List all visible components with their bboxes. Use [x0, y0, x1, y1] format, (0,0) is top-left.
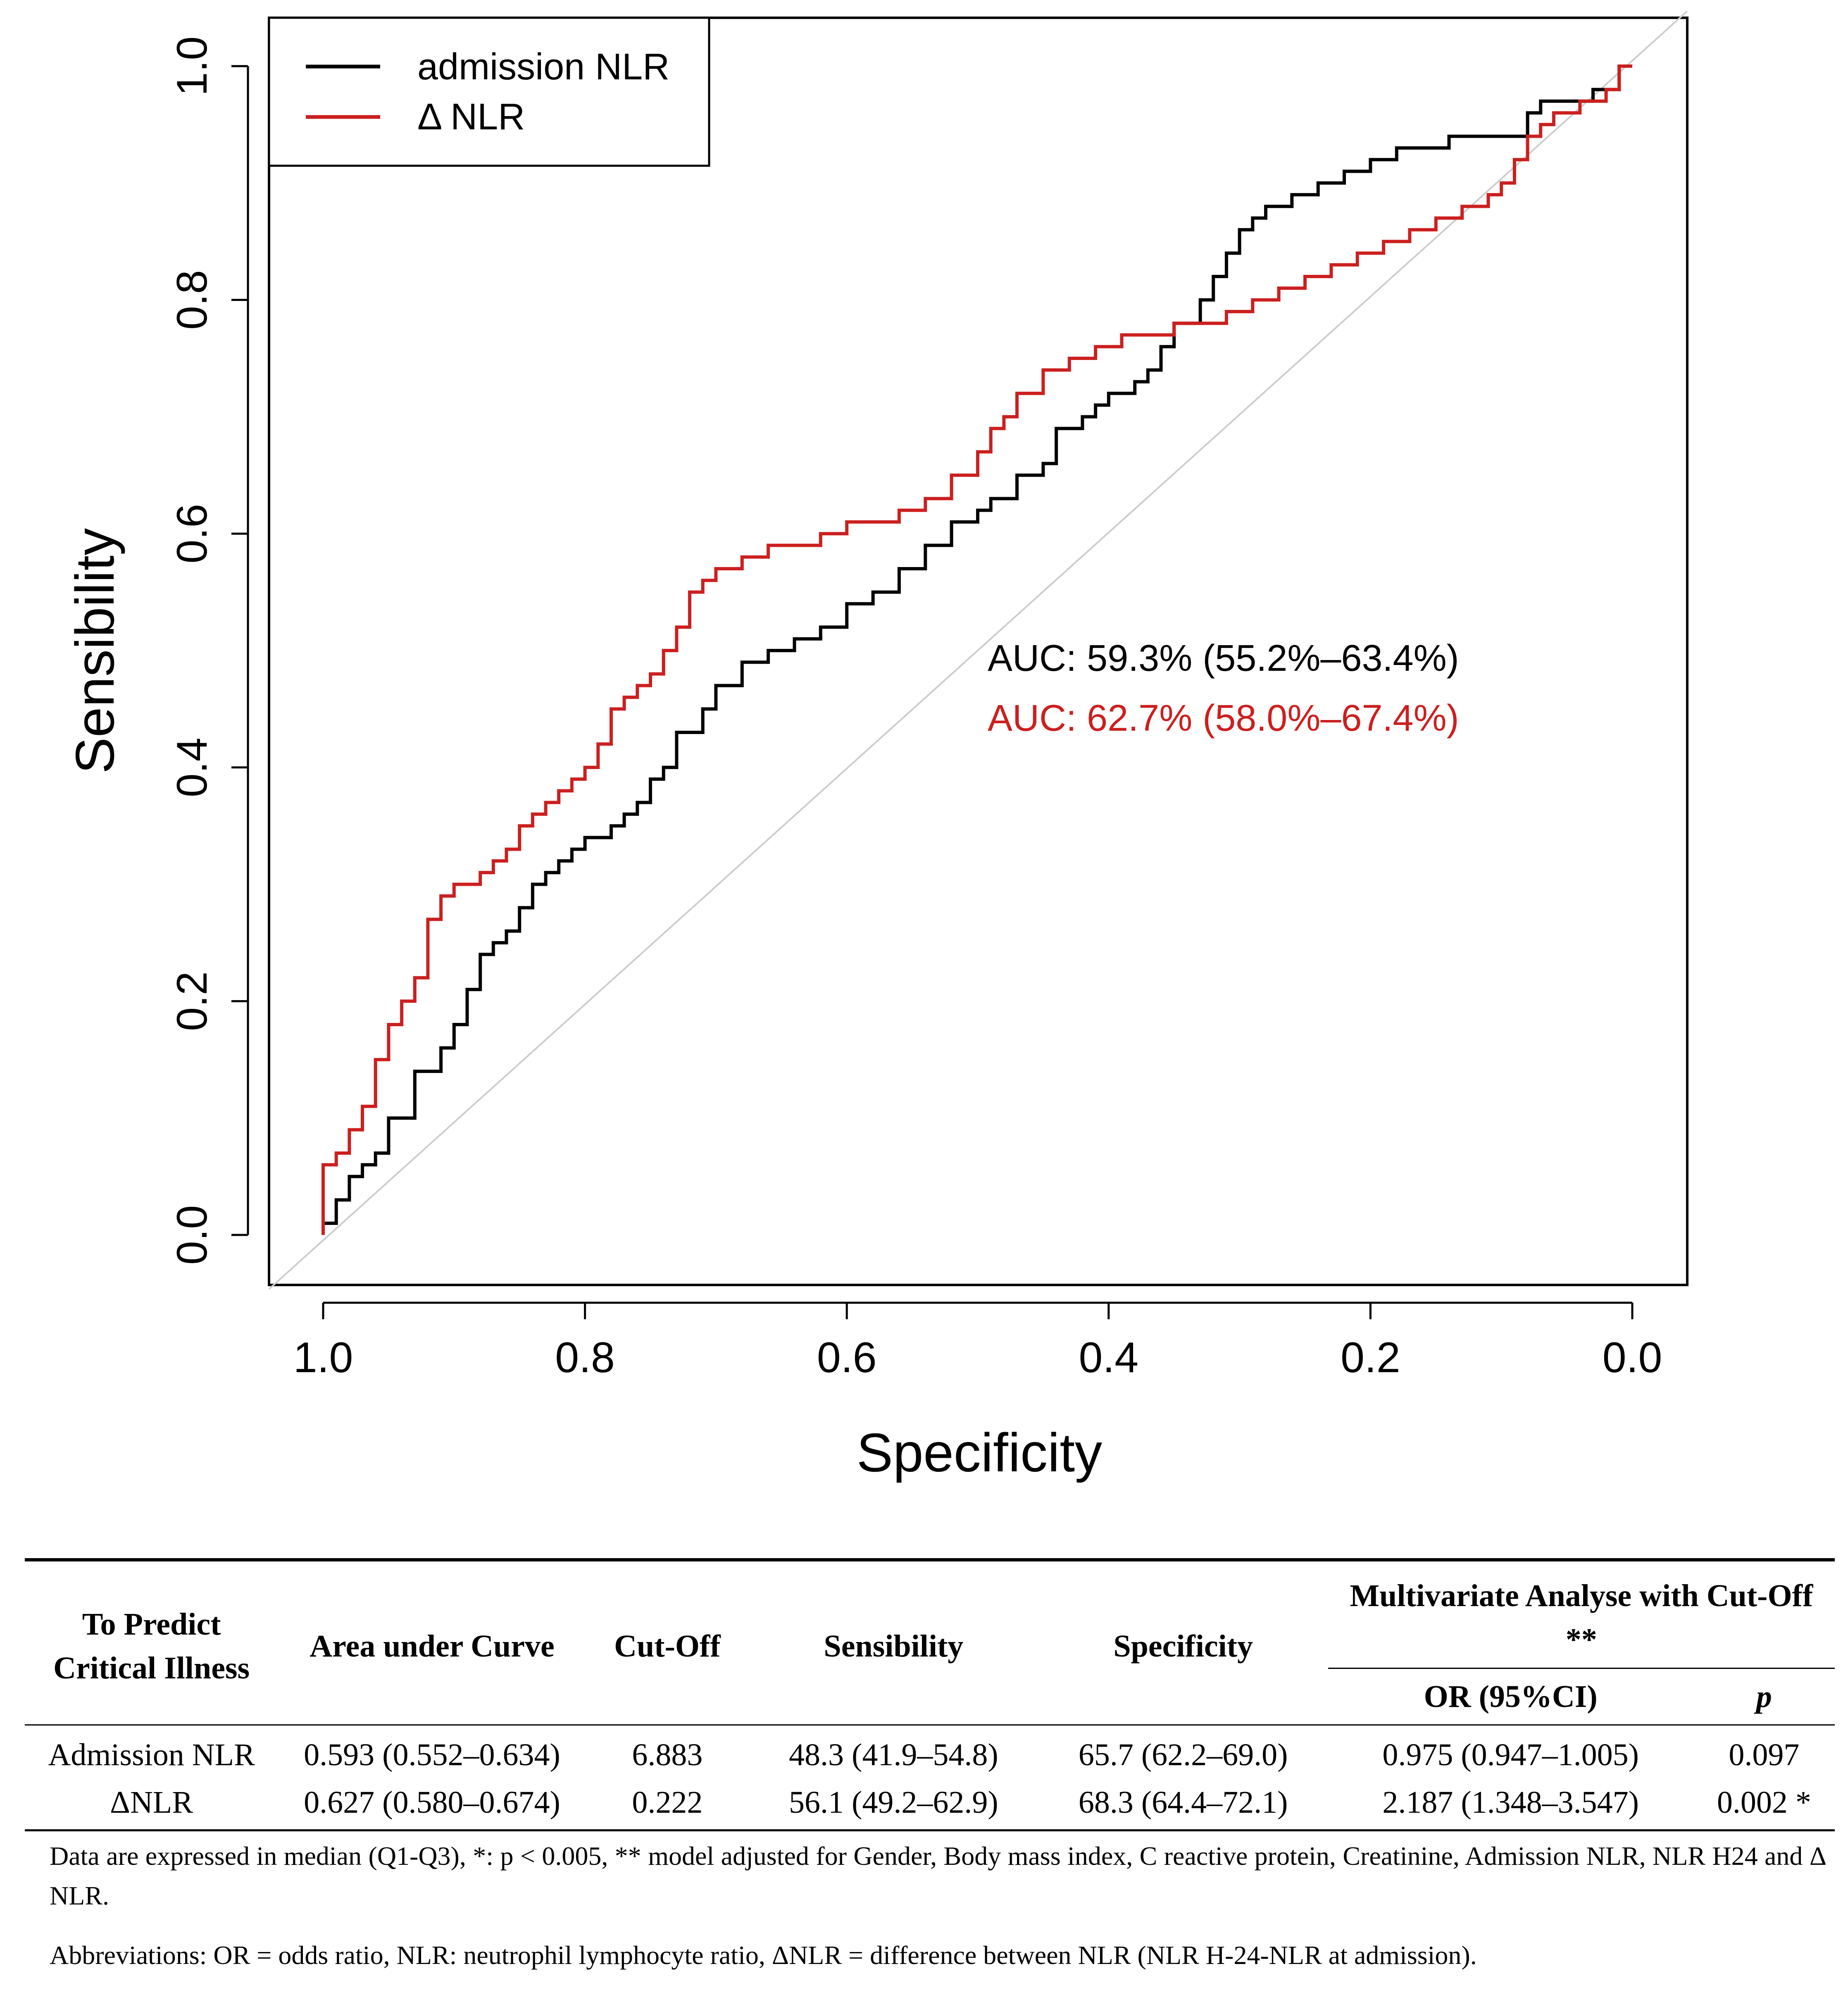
y-tick-label: 0.8: [168, 270, 216, 330]
axis-layer: 1.0 0.8 0.6 0.4 0.2 0.0 0.0 0.2 0.4 0.6 0.8 1.0: [168, 36, 1662, 1382]
series-layer: [321, 64, 1632, 1235]
y-tick-label: 0.4: [168, 738, 216, 798]
auc-annotation-admission-nlr: AUC: 59.3% (55.2%–63.4%): [988, 638, 1459, 679]
x-axis-title: Specificity: [857, 1422, 1102, 1483]
y-axis-title: Sensibility: [64, 528, 125, 774]
reference-diagonal-layer: [268, 10, 1688, 1290]
reference-diagonal: [268, 10, 1688, 1290]
roc-curve-admission-nlr: [321, 64, 1632, 1235]
cell-auc: 0.593 (0.552–0.634): [304, 1738, 560, 1773]
header-or-ci: OR (95%CI): [1328, 1668, 1693, 1726]
header-multivariate: Multivariate Analyse with Cut-Off **: [1328, 1558, 1835, 1669]
header-p: p: [1693, 1668, 1835, 1726]
y-tick-label: 0.6: [168, 504, 216, 564]
legend-box: [268, 17, 710, 167]
row-label: ΔNLR: [25, 1778, 279, 1831]
y-tick-label: 0.0: [168, 1205, 216, 1265]
x-tick-label: 0.2: [1341, 1334, 1400, 1382]
x-tick-label: 1.0: [293, 1334, 353, 1382]
footnote-abbreviations: Abbreviations: OR = odds ratio, NLR: neu…: [50, 1940, 1477, 1970]
cell-sensibility: 48.3 (41.9–54.8): [789, 1738, 998, 1773]
cell-specificity: 68.3 (64.4–72.1): [1038, 1778, 1328, 1831]
x-tick-label: 0.8: [555, 1334, 615, 1382]
results-table-container: To Predict Critical Illness Area under C…: [25, 1558, 1835, 1995]
results-table: To Predict Critical Illness Area under C…: [25, 1558, 1835, 1831]
header-auc: Area under Curve: [278, 1558, 586, 1726]
legend: admission NLR Δ NLR: [268, 17, 710, 167]
roc-chart: 1.0 0.8 0.6 0.4 0.2 0.0 0.0 0.2 0.4 0.6 0.8 1.0 Spe…: [64, 10, 1688, 1483]
cell-sensibility: 56.1 (49.2–62.9): [748, 1778, 1038, 1831]
x-tick-label: 0.0: [1603, 1334, 1662, 1382]
y-tick-label: 0.2: [168, 971, 216, 1031]
row-label: Admission NLR: [48, 1738, 255, 1773]
header-sensibility: Sensibility: [748, 1558, 1038, 1726]
cell-or: 0.975 (0.947–1.005): [1382, 1738, 1639, 1773]
plot-frame: [268, 17, 1688, 1286]
footnote-data-expression: Data are expressed in median (Q1-Q3), *:…: [50, 1841, 1827, 1910]
header-cutoff: Cut-Off: [586, 1558, 749, 1726]
header-predict: To Predict Critical Illness: [25, 1558, 279, 1726]
table-notes: Data are expressed in median (Q1-Q3), *:…: [25, 1831, 1835, 1975]
y-tick-label: 1.0: [168, 36, 216, 96]
header-specificity: Specificity: [1038, 1558, 1328, 1726]
legend-label-admission-nlr: admission NLR: [417, 46, 669, 88]
cell-p: 0.002 *: [1693, 1778, 1835, 1831]
cell-p: 0.097: [1729, 1738, 1800, 1773]
cell-auc: 0.627 (0.580–0.674): [278, 1778, 586, 1831]
x-tick-label: 0.4: [1079, 1334, 1139, 1382]
cell-cutoff: 0.222: [586, 1778, 749, 1831]
x-tick-label: 0.6: [817, 1334, 877, 1382]
cell-or: 2.187 (1.348–3.547): [1328, 1778, 1693, 1831]
cell-specificity: 65.7 (62.2–69.0): [1078, 1738, 1288, 1773]
table-row: ΔNLR 0.627 (0.580–0.674) 0.222 56.1 (49.…: [25, 1778, 1835, 1831]
roc-curve-delta-nlr: [321, 64, 1632, 1235]
legend-label-delta-nlr: Δ NLR: [417, 96, 525, 138]
cell-cutoff: 6.883: [632, 1738, 703, 1773]
table-row: Admission NLR 0.593 (0.552–0.634) 6.883 …: [25, 1725, 1835, 1779]
auc-annotation-delta-nlr: AUC: 62.7% (58.0%–67.4%): [988, 698, 1459, 739]
